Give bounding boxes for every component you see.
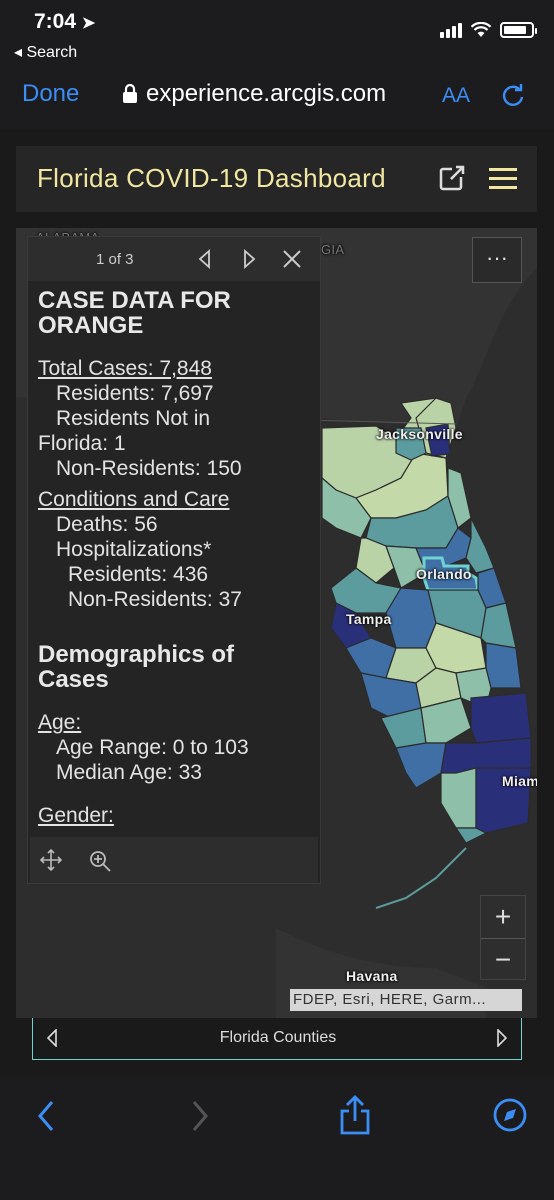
zoom-control: + − (480, 895, 526, 980)
dashboard-header: Florida COVID-19 Dashboard (16, 146, 537, 212)
map-label-miami: Miam (502, 773, 537, 789)
done-button[interactable]: Done (22, 80, 80, 107)
map-label-tampa: Tampa (346, 611, 392, 627)
more-options-button[interactable]: ··· (472, 237, 522, 283)
age-range: Age Range: 0 to 103 (56, 736, 249, 759)
reload-icon[interactable] (500, 82, 526, 108)
previous-layer-icon[interactable] (45, 1029, 59, 1047)
open-external-icon[interactable] (438, 164, 466, 192)
text-size-button[interactable]: AA (442, 84, 471, 107)
conditions-heading: Conditions and Care (38, 488, 230, 511)
close-icon[interactable] (282, 249, 302, 269)
browser-chrome: 7:04 ➤ ◂ Search Done experience.arcgis.c… (0, 0, 554, 129)
lock-icon (123, 84, 137, 103)
gender-heading: Gender: (38, 804, 114, 827)
feature-popup: 1 of 3 CASE DATA FOR ORANGE Total Cases:… (27, 236, 321, 884)
residents-count: Residents: 7,697 (56, 382, 214, 405)
previous-feature-icon[interactable] (196, 249, 214, 269)
popup-footer (30, 837, 318, 883)
residents-not-in-florida-value: Florida: 1 (38, 432, 126, 455)
zoom-in-button[interactable]: + (494, 901, 512, 932)
layer-name: Florida Counties (219, 1029, 337, 1046)
hospitalizations-label: Hospitalizations* (56, 538, 212, 561)
next-layer-icon[interactable] (495, 1029, 509, 1047)
hosp-residents: Residents: 436 (68, 563, 209, 586)
demographics-heading: Demographics of Cases (38, 641, 235, 693)
forward-icon[interactable] (190, 1099, 210, 1133)
browser-toolbar (0, 1077, 554, 1200)
popup-pager: 1 of 3 (96, 251, 134, 268)
wifi-icon (470, 22, 492, 37)
zoom-divider (481, 938, 525, 939)
signal-icon (440, 22, 462, 38)
share-icon[interactable] (338, 1095, 372, 1135)
deaths-count: Deaths: 56 (56, 513, 158, 536)
median-age: Median Age: 33 (56, 761, 202, 784)
map-label-havana: Havana (346, 968, 398, 984)
battery-icon (500, 22, 537, 38)
popup-content: CASE DATA FOR ORANGE Total Cases: 7,848 … (30, 281, 318, 827)
map-label-jacksonville: Jacksonville (376, 426, 463, 442)
compass-icon[interactable] (492, 1097, 528, 1133)
map-label-georgia: GIA (321, 242, 345, 257)
zoom-out-button[interactable]: − (494, 944, 512, 975)
back-icon[interactable] (36, 1099, 56, 1133)
hamburger-menu-icon[interactable] (488, 164, 518, 194)
residents-not-in-florida-label: Residents Not in (56, 407, 211, 430)
non-residents-count: Non-Residents: 150 (56, 457, 242, 480)
popup-header: 1 of 3 (28, 237, 320, 281)
status-time: 7:04 ➤ (34, 10, 96, 33)
zoom-to-icon[interactable] (88, 849, 112, 873)
age-heading: Age: (38, 711, 82, 734)
popup-title: CASE DATA FOR ORANGE (38, 287, 231, 339)
pan-to-icon[interactable] (40, 849, 62, 871)
status-icons (440, 22, 537, 38)
url-bar[interactable]: experience.arcgis.com (122, 80, 386, 108)
map-attribution[interactable]: FDEP, Esri, HERE, Garm... (290, 989, 522, 1011)
layer-list-bar: Florida Counties (32, 1018, 522, 1060)
hosp-non-residents: Non-Residents: 37 (68, 588, 242, 611)
page-title: Florida COVID-19 Dashboard (37, 163, 386, 193)
url-text: experience.arcgis.com (146, 80, 387, 107)
back-to-search[interactable]: ◂ Search (14, 44, 78, 61)
total-cases: Total Cases: 7,848 (38, 357, 212, 380)
map-label-orlando: Orlando (416, 566, 472, 582)
next-feature-icon[interactable] (240, 249, 258, 269)
